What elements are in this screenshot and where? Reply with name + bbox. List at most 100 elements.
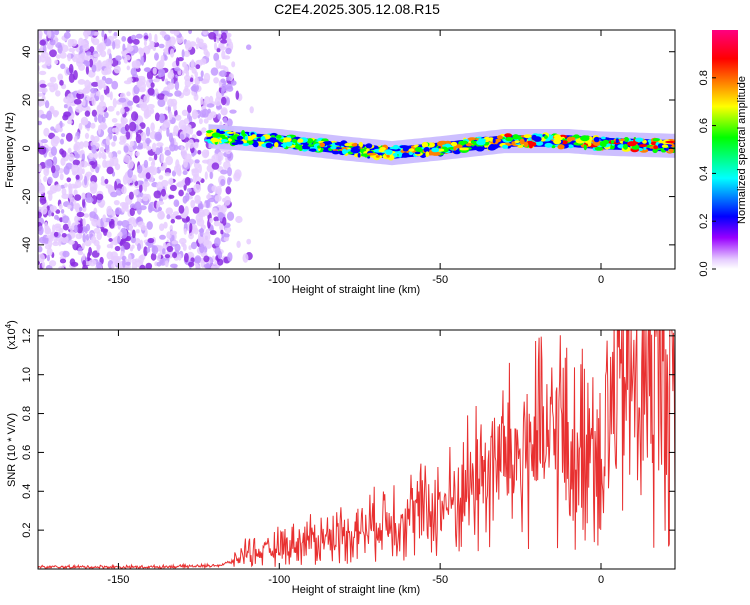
noise-speckle — [117, 150, 122, 155]
noise-speckle — [142, 45, 151, 55]
noise-speckle — [111, 80, 119, 90]
noise-speckle — [202, 208, 210, 216]
x-tick-label: -150 — [107, 274, 129, 286]
noise-speckle — [158, 175, 164, 180]
noise-speckle — [198, 164, 202, 174]
noise-speckle — [61, 215, 70, 224]
noise-speckle — [54, 184, 62, 192]
noise-speckle — [68, 153, 75, 162]
noise-speckle — [173, 102, 177, 112]
noise-speckle — [166, 127, 170, 137]
noise-speckle — [96, 59, 103, 70]
signal-blob — [639, 144, 648, 148]
noise-speckle — [38, 145, 47, 155]
noise-speckle — [180, 145, 184, 152]
noise-speckle — [138, 142, 143, 149]
noise-speckle — [116, 188, 123, 196]
noise-speckle — [73, 189, 78, 197]
noise-speckle — [197, 212, 204, 218]
signal-blob — [219, 137, 223, 144]
noise-speckle — [182, 243, 187, 251]
signal-blob — [599, 140, 607, 147]
noise-speckle — [159, 114, 165, 124]
colorbar-ticks: 0.0 0.2 0.4 0.6 0.8 — [698, 70, 716, 277]
signal-blob — [375, 155, 380, 158]
noise-speckle — [68, 47, 76, 53]
noise-speckle — [112, 41, 116, 50]
noise-speckle — [164, 149, 171, 156]
noise-speckle — [192, 110, 199, 117]
noise-speckle — [169, 48, 175, 58]
noise-speckle — [185, 192, 190, 202]
noise-speckle — [103, 84, 107, 90]
noise-speckle — [196, 130, 202, 137]
noise-speckle — [75, 233, 83, 240]
noise-speckle — [114, 207, 122, 215]
noise-speckle — [166, 245, 174, 253]
noise-speckle — [213, 77, 220, 84]
noise-speckle — [203, 48, 209, 56]
noise-speckle — [153, 78, 160, 83]
noise-speckle — [38, 172, 41, 179]
snr-x-label: Height of straight line (km) — [292, 584, 420, 596]
noise-speckle — [159, 210, 165, 220]
noise-speckle — [201, 108, 209, 118]
signal-blob — [580, 135, 590, 142]
noise-speckle — [208, 197, 216, 203]
noise-speckle — [133, 189, 139, 196]
noise-speckle — [106, 93, 113, 98]
noise-speckle — [106, 231, 112, 238]
noise-speckle — [235, 90, 240, 100]
signal-blob — [364, 154, 368, 158]
signal-blob — [514, 140, 520, 144]
noise-speckle — [192, 174, 197, 184]
noise-speckle — [83, 140, 89, 148]
noise-speckle — [167, 71, 175, 79]
noise-speckle — [38, 120, 43, 126]
noise-speckle — [164, 172, 171, 177]
noise-speckle — [58, 266, 65, 269]
noise-speckle — [203, 263, 211, 269]
noise-speckle — [135, 151, 140, 157]
signal-blob — [610, 140, 615, 144]
signal-blob — [453, 146, 457, 151]
signal-blob — [512, 134, 520, 140]
noise-speckle — [47, 176, 53, 185]
noise-speckle — [154, 131, 162, 142]
noise-speckle — [113, 200, 120, 206]
noise-speckle — [89, 211, 97, 219]
noise-speckle — [205, 240, 213, 249]
noise-speckle — [91, 236, 97, 244]
signal-blob — [567, 144, 574, 149]
noise-speckle — [225, 83, 233, 90]
noise-speckle — [38, 225, 44, 236]
noise-speckle — [102, 159, 107, 168]
noise-speckle — [210, 265, 216, 269]
signal-blob — [523, 134, 532, 139]
signal-blob — [218, 130, 226, 135]
noise-speckle — [124, 124, 130, 132]
noise-speckle — [233, 172, 241, 182]
x-tick-label: -50 — [432, 574, 448, 586]
noise-speckle — [209, 217, 213, 224]
noise-speckle — [167, 98, 174, 108]
noise-speckle — [174, 80, 180, 91]
noise-speckle — [59, 148, 64, 155]
noise-speckle — [219, 223, 224, 232]
noise-speckle — [184, 74, 191, 82]
signal-blob — [652, 138, 660, 142]
signal-blob — [496, 135, 503, 140]
noise-speckle — [222, 197, 226, 203]
signal-blob — [251, 134, 257, 139]
noise-speckle — [84, 110, 91, 117]
noise-speckle — [38, 184, 46, 195]
noise-speckle — [151, 142, 157, 153]
noise-speckle — [46, 247, 53, 256]
noise-speckle — [38, 30, 43, 39]
noise-speckle — [213, 216, 220, 222]
noise-speckle — [44, 159, 53, 169]
snr-panel: -150 -100 -50 0 0.2 0.4 0.6 0.8 1.0 1.2 Height o… — [4, 320, 676, 596]
noise-speckle — [200, 58, 207, 65]
signal-blob — [334, 142, 344, 146]
